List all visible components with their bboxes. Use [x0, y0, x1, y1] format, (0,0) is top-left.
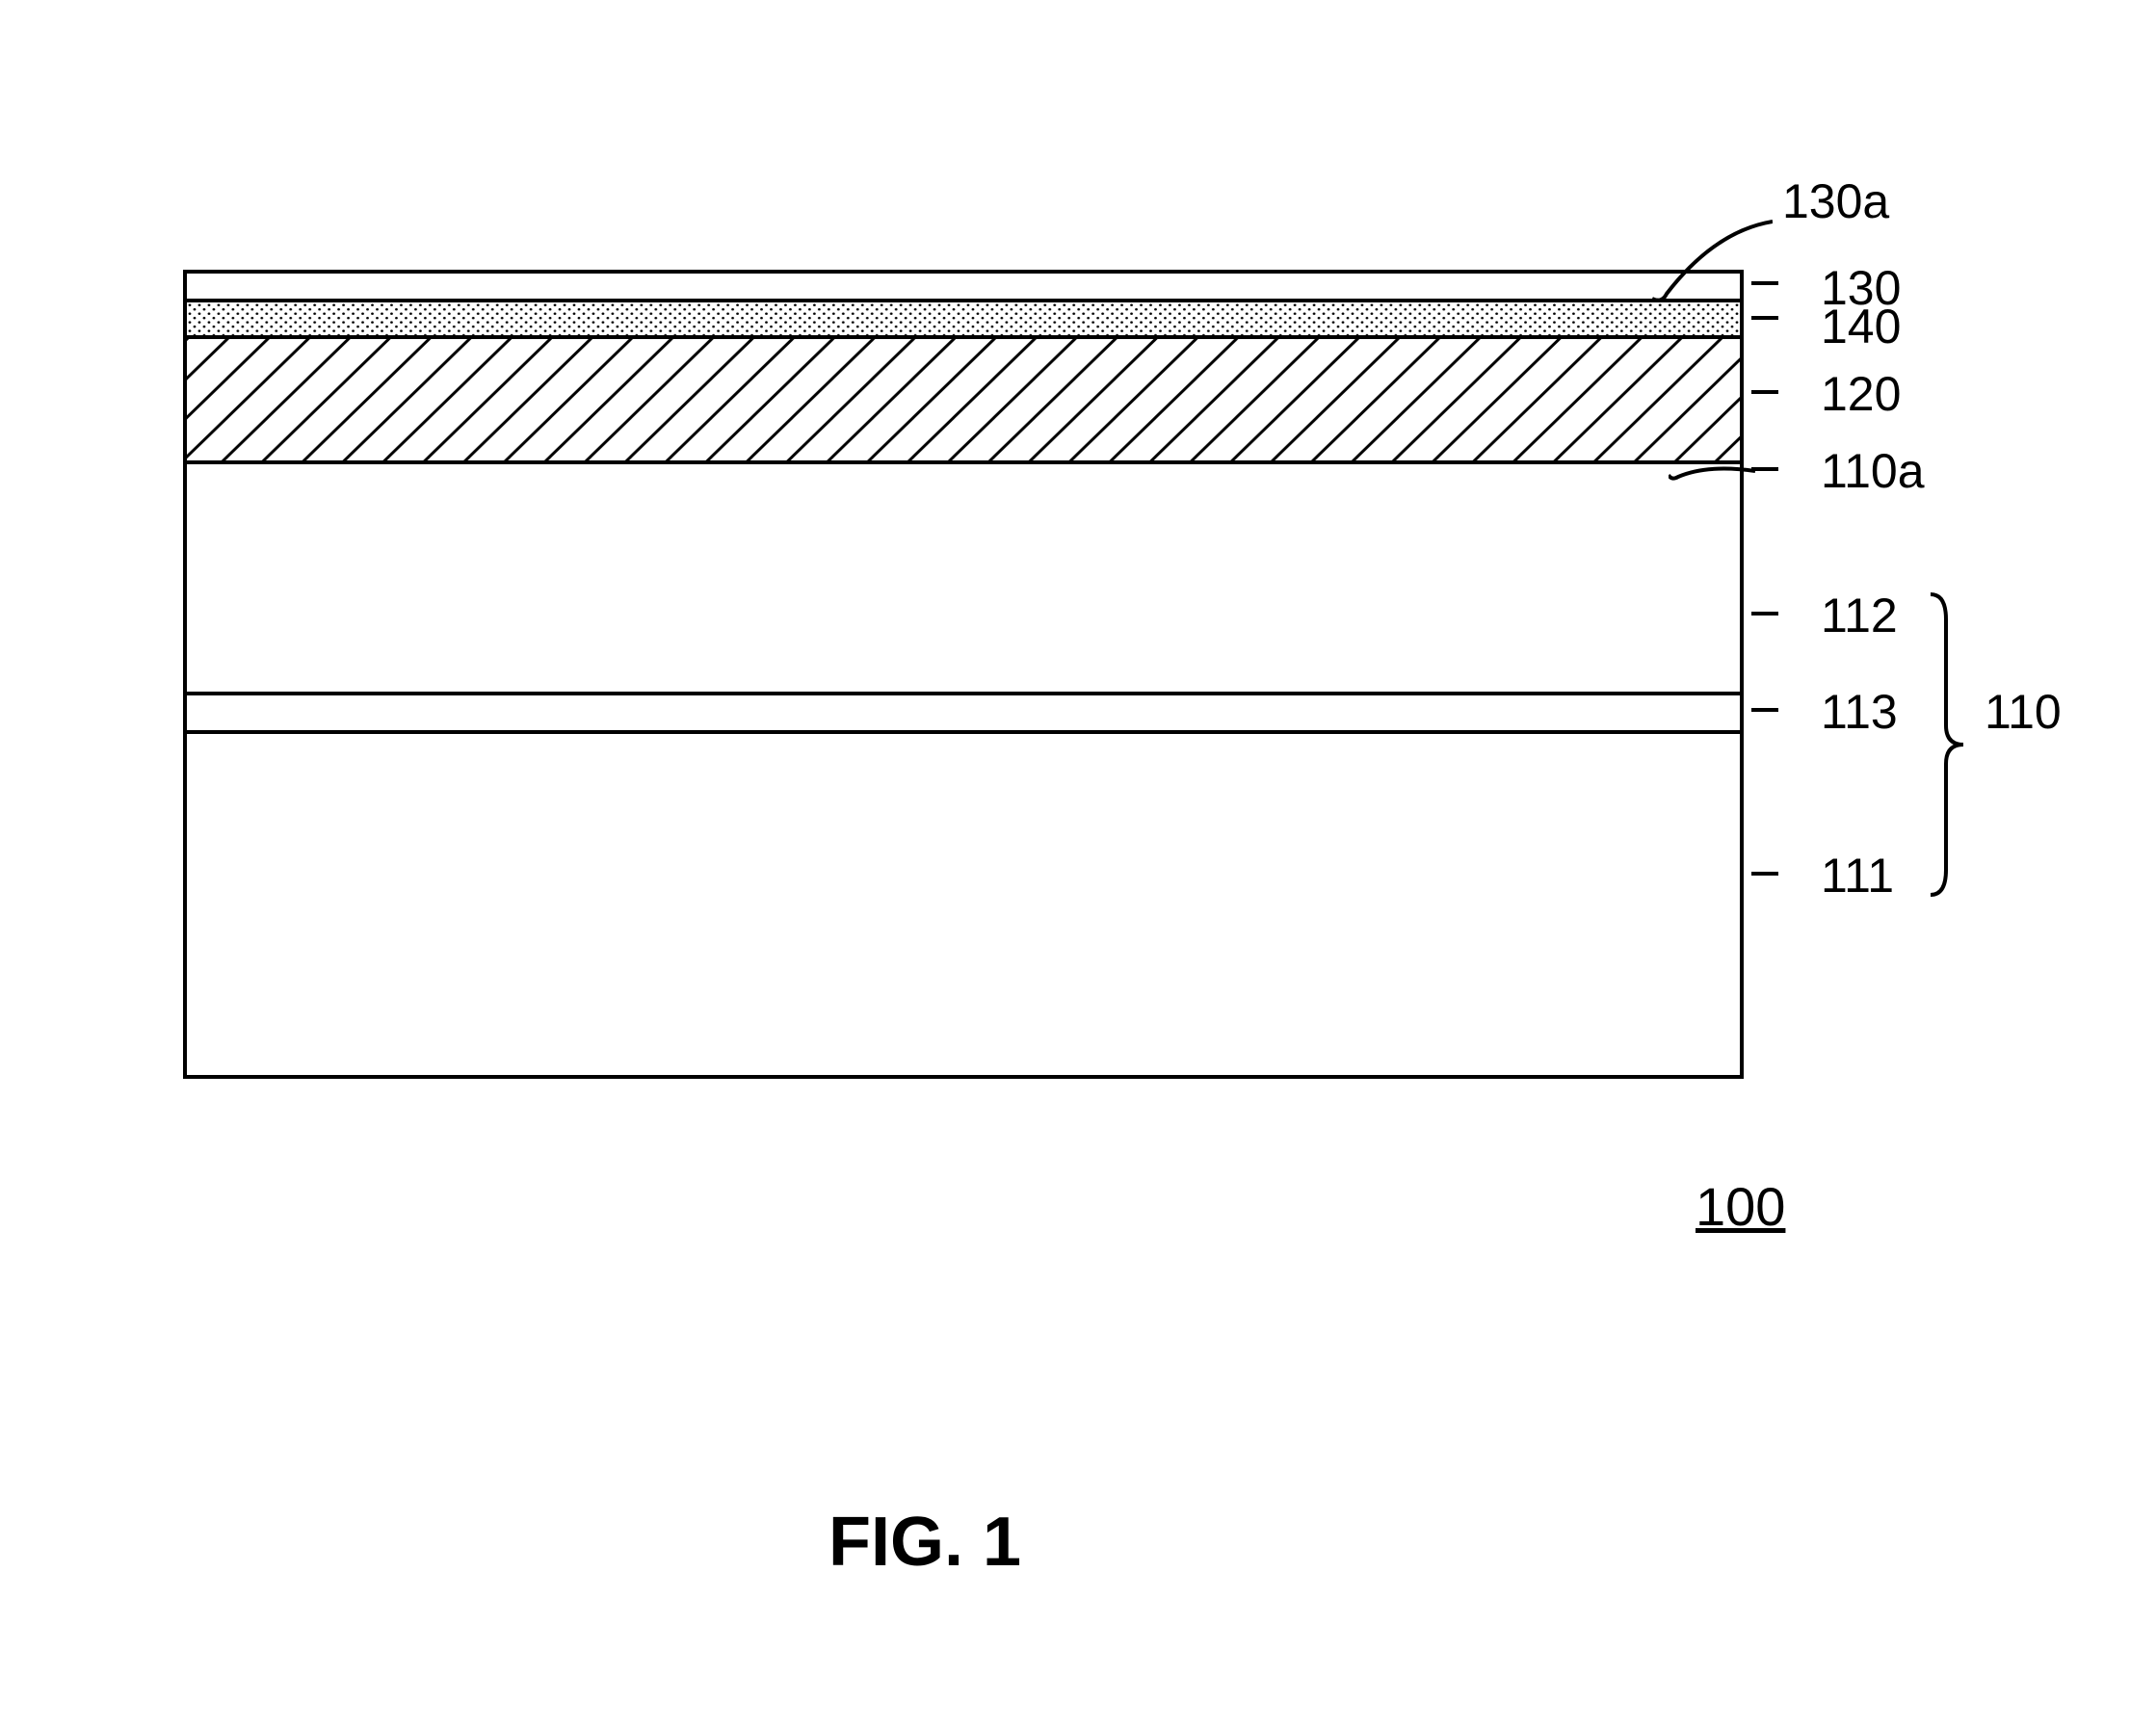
label-113: 113: [1821, 684, 1898, 740]
pointer-130a: [1638, 212, 1773, 308]
layer-120: [187, 339, 1740, 464]
layer-111: [187, 734, 1740, 1075]
tick-113: [1751, 708, 1778, 712]
layer-140: [187, 302, 1740, 339]
label-120: 120: [1821, 366, 1901, 422]
figure-caption: FIG. 1: [828, 1503, 1021, 1582]
layer-113: [187, 695, 1740, 734]
label-111: 111: [1821, 848, 1894, 904]
diagram-container: 130a 130 140 120 110a 112 113 111 110: [183, 270, 1879, 1079]
tick-140: [1751, 316, 1778, 320]
layer-stack: [183, 270, 1744, 1079]
reference-number: 100: [1696, 1175, 1785, 1238]
pointer-110a: [1669, 459, 1755, 484]
tick-111: [1751, 872, 1778, 876]
bracket-110: [1927, 590, 1969, 899]
layer-130: [187, 274, 1740, 302]
tick-120: [1751, 390, 1778, 394]
label-110a: 110a: [1821, 443, 1925, 499]
tick-130: [1751, 281, 1778, 285]
label-130a: 130a: [1782, 173, 1889, 229]
layer-112: [187, 464, 1740, 695]
label-112: 112: [1821, 588, 1898, 643]
tick-112: [1751, 612, 1778, 616]
label-110: 110: [1985, 684, 2062, 740]
tick-110a: [1751, 467, 1778, 471]
label-140: 140: [1821, 299, 1901, 354]
